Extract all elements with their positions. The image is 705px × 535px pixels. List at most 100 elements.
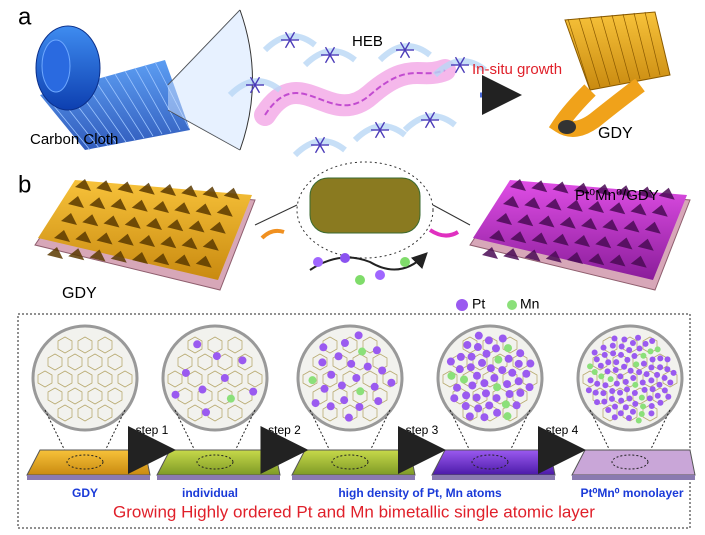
flake (559, 216, 576, 229)
zoom-spot (471, 454, 509, 470)
lattice (57, 336, 73, 354)
atom (610, 350, 617, 357)
atom (613, 380, 620, 387)
heb-molecule (404, 41, 411, 51)
lattice (77, 336, 93, 354)
atom (612, 366, 619, 373)
atom (463, 340, 472, 349)
panel-label: a (18, 3, 32, 30)
atom (601, 351, 608, 358)
heb-molecule (379, 121, 386, 131)
atom (352, 374, 361, 382)
atom (387, 378, 396, 387)
atom (319, 343, 328, 352)
gdy-roll (548, 78, 645, 137)
atom (504, 354, 513, 363)
atom (611, 414, 618, 421)
flake (545, 198, 562, 211)
flake (482, 247, 498, 259)
caption: Growing Highly ordered Pt and Mn bimetal… (113, 502, 595, 521)
atom (465, 412, 474, 421)
zoom-lines (589, 409, 671, 456)
heb-molecule (459, 56, 466, 66)
atom (354, 331, 363, 340)
atom (649, 356, 656, 363)
lattice (97, 370, 113, 388)
atom (474, 404, 483, 413)
gdy-weave (567, 18, 591, 90)
lattice (302, 370, 318, 388)
heb-molecule (284, 31, 291, 41)
flake (595, 184, 611, 196)
atom (611, 403, 618, 410)
atom (641, 386, 648, 393)
atom (661, 374, 668, 381)
atom (311, 399, 320, 408)
atom (220, 374, 229, 382)
atom (494, 355, 503, 364)
atom (400, 257, 410, 267)
atom (626, 395, 633, 402)
gdy-sheet (564, 11, 671, 91)
flake (117, 181, 134, 194)
atom (478, 358, 487, 367)
atom (617, 410, 624, 417)
atom (594, 399, 601, 406)
atom (617, 351, 624, 358)
atom (525, 383, 534, 392)
lattice (37, 370, 53, 388)
flake (588, 201, 604, 213)
atom (632, 381, 639, 388)
flake (82, 214, 99, 227)
atom (320, 384, 329, 393)
atom (484, 336, 493, 345)
atom (646, 395, 653, 402)
flake (68, 248, 85, 261)
atom (629, 408, 636, 415)
step-label: step 1 (136, 423, 169, 437)
atom (455, 365, 464, 374)
atom (226, 394, 235, 403)
atom (514, 359, 523, 368)
flake (637, 186, 654, 199)
lattice (312, 353, 328, 371)
atom (481, 389, 490, 398)
flake (552, 233, 569, 246)
atom (473, 343, 482, 352)
gdy-weave (622, 13, 641, 80)
heb-molecule (249, 84, 256, 94)
heb-label: HEB (352, 33, 383, 50)
stage-label: individual (182, 486, 238, 500)
atom (631, 352, 638, 359)
flake (496, 213, 512, 225)
heb-molecule (379, 129, 386, 139)
flake (202, 186, 219, 199)
step-label: step 4 (546, 423, 579, 437)
atom (587, 363, 594, 370)
lattice (87, 387, 103, 405)
zoom-fill (168, 10, 253, 150)
slab-side (292, 475, 415, 480)
atom (480, 413, 489, 422)
atom (631, 389, 638, 396)
flake (96, 180, 113, 193)
flake (223, 187, 240, 200)
flake (552, 181, 569, 194)
lattice (207, 370, 223, 388)
lattice (227, 404, 243, 422)
atom (591, 368, 598, 375)
atom (480, 379, 489, 388)
atom (648, 403, 655, 410)
atom (635, 334, 642, 341)
cloth-roll-end (41, 39, 71, 93)
lattice (312, 387, 328, 405)
atom (466, 363, 475, 372)
atom (326, 402, 335, 411)
atom (485, 401, 494, 410)
atom (593, 356, 600, 363)
lattice (197, 353, 213, 371)
lattice (622, 404, 638, 422)
heb-molecule (459, 64, 466, 74)
lattice (602, 404, 618, 422)
